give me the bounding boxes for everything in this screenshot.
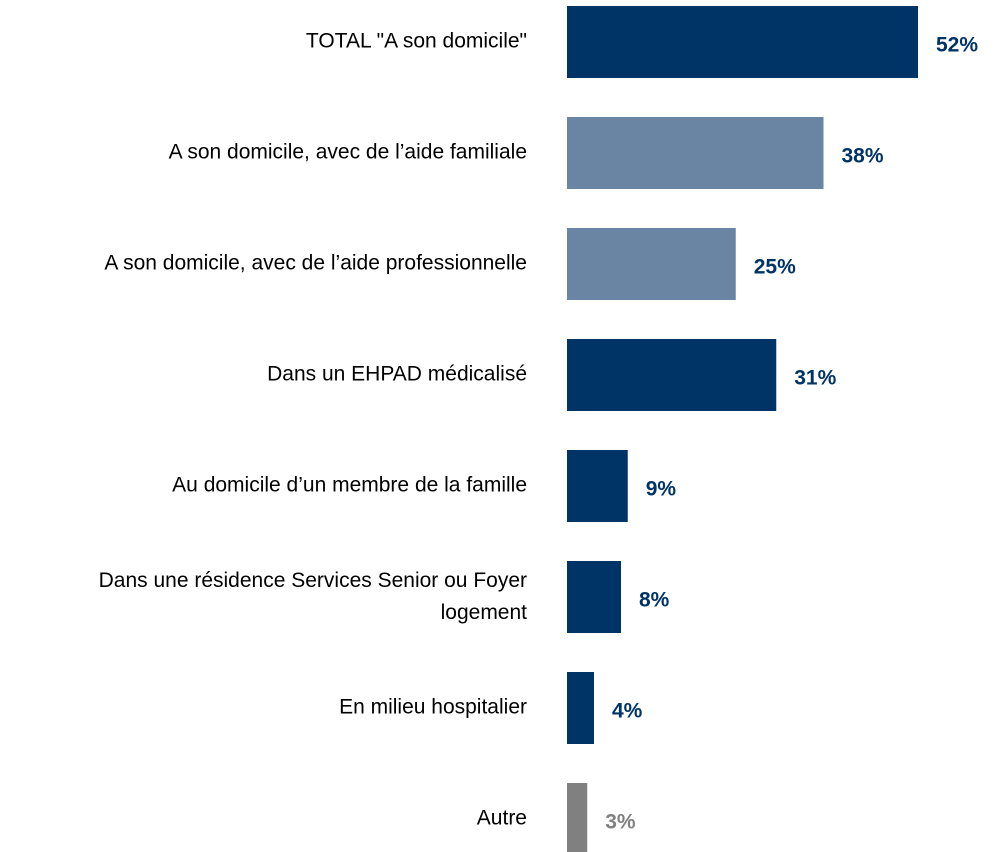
bar [567, 117, 824, 189]
bar [567, 339, 777, 411]
bar [567, 561, 621, 633]
category-label: A son domicile, avec de l’aide familiale [169, 141, 527, 164]
category-label: Dans une résidence Services Senior ou Fo… [99, 569, 528, 624]
value-label: 3% [605, 811, 636, 834]
category-label: Autre [477, 807, 527, 830]
category-label: A son domicile, avec de l’aide professio… [104, 252, 527, 275]
value-label: 31% [794, 367, 836, 390]
value-label: 8% [639, 589, 670, 612]
value-label: 9% [646, 478, 677, 501]
bar [567, 450, 628, 522]
bar [567, 672, 594, 744]
bar [567, 6, 918, 78]
value-label: 38% [842, 145, 884, 168]
category-label: En milieu hospitalier [339, 696, 527, 719]
bar [567, 228, 736, 300]
category-label: Dans un EHPAD médicalisé [267, 363, 527, 386]
value-label: 25% [754, 256, 796, 279]
value-label: 4% [612, 700, 643, 723]
category-label: TOTAL "A son domicile" [306, 30, 527, 53]
value-label: 52% [936, 34, 978, 57]
category-label: Au domicile d’un membre de la famille [172, 474, 527, 497]
bar [567, 783, 588, 852]
